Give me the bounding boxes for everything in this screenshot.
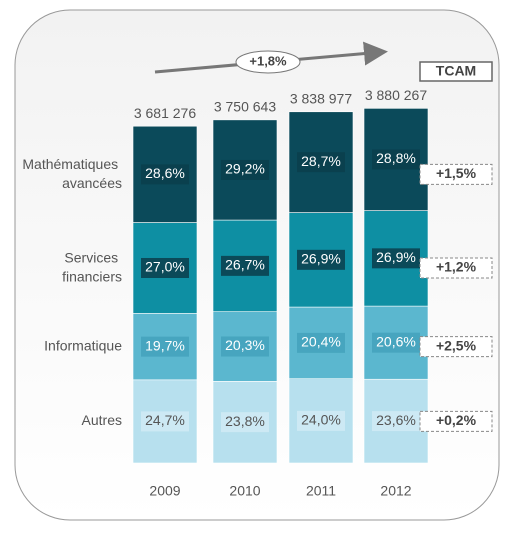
value-label-box <box>221 336 269 357</box>
value-label-box <box>297 410 345 431</box>
value-label: 20,6% <box>376 333 416 349</box>
tcam-label: +1,5% <box>436 165 477 181</box>
tcam-box <box>419 257 493 279</box>
value-label: 26,9% <box>376 249 416 265</box>
value-label-box <box>372 332 420 353</box>
value-label-box <box>372 411 420 432</box>
value-label: 23,8% <box>225 413 265 429</box>
value-label-box <box>297 152 345 173</box>
value-label: 26,7% <box>225 257 265 273</box>
series-label: Services financiers <box>62 249 122 284</box>
value-label-box <box>141 164 189 185</box>
value-label: 19,7% <box>145 337 185 353</box>
value-label: 20,3% <box>225 337 265 353</box>
series-label: Autres <box>82 412 122 428</box>
tcam-header-box <box>419 61 493 82</box>
total-label: 3 750 643 <box>214 99 276 115</box>
value-label-box <box>221 159 269 180</box>
growth-bubble <box>235 50 301 74</box>
value-label: 29,2% <box>225 161 265 177</box>
tcam-label: +2,5% <box>436 337 477 353</box>
x-tick-label: 2011 <box>306 483 336 499</box>
tcam-box <box>419 410 493 432</box>
value-label: 28,7% <box>301 153 341 169</box>
total-label: 3 681 276 <box>134 105 196 121</box>
value-label-box <box>297 249 345 270</box>
value-label-box <box>141 257 189 278</box>
value-label: 23,6% <box>376 412 416 428</box>
value-label: 28,8% <box>376 150 416 166</box>
value-label: 26,9% <box>301 251 341 267</box>
growth-label: +1,8% <box>249 53 287 68</box>
x-tick-label: 2012 <box>380 483 411 499</box>
tcam-box <box>419 336 493 358</box>
tcam-label: +0,2% <box>436 412 477 428</box>
value-label: 24,0% <box>301 412 341 428</box>
value-label: 28,6% <box>145 165 185 181</box>
x-tick-label: 2010 <box>229 483 260 499</box>
value-label: 27,0% <box>145 259 185 275</box>
value-label-box <box>297 332 345 353</box>
series-label: Mathématiques avancées <box>22 156 122 191</box>
value-label-box <box>141 411 189 432</box>
total-label: 3 838 977 <box>290 90 352 106</box>
series-label: Informatique <box>44 337 122 353</box>
total-label: 3 880 267 <box>365 87 427 103</box>
x-tick-label: 2009 <box>149 483 180 499</box>
value-label: 24,7% <box>145 412 185 428</box>
tcam-box <box>419 163 493 185</box>
tcam-label: +1,2% <box>436 259 477 275</box>
tcam-header: TCAM <box>436 63 476 79</box>
value-label-box <box>221 412 269 433</box>
value-label-box <box>372 149 420 170</box>
value-label-box <box>372 248 420 269</box>
value-label-box <box>141 336 189 357</box>
value-label: 20,4% <box>301 334 341 350</box>
value-label-box <box>221 255 269 276</box>
